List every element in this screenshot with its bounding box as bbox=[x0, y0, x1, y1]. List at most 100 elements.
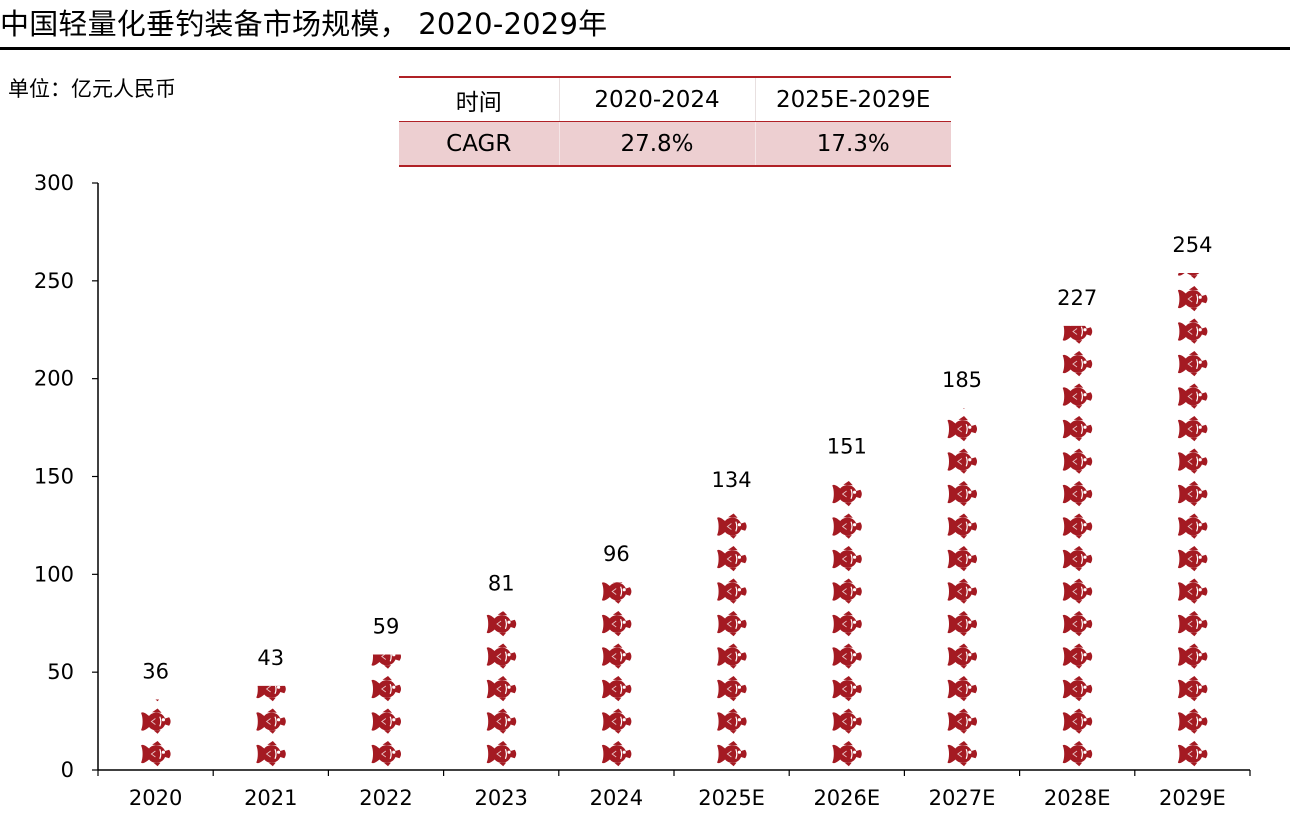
fish-icon bbox=[1062, 675, 1093, 702]
fish-icon bbox=[946, 707, 978, 735]
fish-icon bbox=[1062, 480, 1093, 507]
bar-2020 bbox=[140, 699, 172, 767]
fish-icon bbox=[716, 512, 748, 540]
fish-icon bbox=[1177, 675, 1209, 702]
fish-icon bbox=[1177, 317, 1209, 345]
unit-label: 单位：亿元人民币 bbox=[8, 77, 176, 101]
y-tick-label: 0 bbox=[61, 758, 74, 782]
fish-icon bbox=[1062, 545, 1093, 572]
bar-2024 bbox=[601, 582, 633, 767]
data-label: 36 bbox=[142, 660, 169, 684]
cagr-header-period: 时间 bbox=[399, 76, 559, 122]
fish-icon bbox=[831, 577, 863, 605]
fish-icon bbox=[1177, 350, 1209, 377]
cagr-table-header-row: 时间 2020-2024 2025E-2029E bbox=[399, 76, 951, 122]
data-label: 81 bbox=[488, 572, 515, 596]
fish-icon bbox=[1177, 545, 1209, 572]
fish-icon bbox=[1177, 642, 1209, 670]
bar-2026E bbox=[831, 480, 863, 767]
fish-icon bbox=[1062, 415, 1093, 442]
fish-icon bbox=[601, 707, 633, 735]
fish-icon bbox=[946, 545, 978, 572]
fish-icon bbox=[1062, 707, 1093, 735]
y-tick-label: 250 bbox=[34, 269, 74, 293]
y-tick-label: 150 bbox=[34, 465, 74, 489]
chart-labels: 0 50 100 150 200 250 300 2020 2021 2022 2023 2024 20… bbox=[34, 171, 1226, 810]
x-tick-label: 2027E bbox=[929, 786, 996, 810]
fish-icon bbox=[486, 642, 517, 670]
fish-icon bbox=[1062, 350, 1093, 377]
data-label: 59 bbox=[373, 615, 400, 639]
fish-icon bbox=[831, 707, 863, 735]
fish-icon bbox=[1062, 447, 1093, 475]
fish-icon bbox=[1177, 512, 1209, 540]
fish-icon bbox=[716, 642, 748, 670]
bar-2028E bbox=[1062, 325, 1093, 767]
fish-icon bbox=[831, 642, 863, 670]
x-tick-label: 2023 bbox=[474, 786, 527, 810]
cagr-value-2020-2024: 27.8% bbox=[558, 121, 755, 167]
fish-icon bbox=[255, 685, 287, 702]
x-tick-label: 2024 bbox=[590, 786, 643, 810]
cagr-value-2025e-2029e: 17.3% bbox=[754, 121, 951, 167]
y-tick-label: 300 bbox=[34, 171, 74, 195]
fish-icon bbox=[1177, 480, 1209, 507]
fish-icon bbox=[1177, 577, 1209, 605]
chart-axes bbox=[92, 182, 1251, 776]
fish-icon bbox=[486, 611, 517, 637]
fish-icon bbox=[1062, 642, 1093, 670]
fish-icon bbox=[255, 740, 287, 767]
fish-icon bbox=[831, 740, 863, 767]
fish-icon bbox=[1177, 447, 1209, 475]
fish-icon bbox=[1177, 285, 1209, 312]
x-tick-label: 2026E bbox=[813, 786, 880, 810]
fish-icon bbox=[370, 707, 402, 735]
fish-icon bbox=[1062, 382, 1093, 410]
fish-icon bbox=[486, 740, 517, 767]
fish-icon bbox=[831, 512, 863, 540]
x-tick-label: 2028E bbox=[1044, 786, 1111, 810]
fish-icon bbox=[831, 675, 863, 702]
y-tick-label: 100 bbox=[34, 562, 74, 586]
cagr-table-value-row: CAGR 27.8% 17.3% bbox=[399, 121, 951, 167]
fish-icon bbox=[1177, 273, 1209, 280]
fish-icon bbox=[601, 582, 633, 605]
bar-2029E bbox=[1177, 273, 1209, 767]
fish-icon bbox=[831, 545, 863, 572]
x-tick-label: 2021 bbox=[244, 786, 297, 810]
x-tick-label: 2029E bbox=[1159, 786, 1226, 810]
fish-icon bbox=[946, 675, 978, 702]
fish-icons bbox=[140, 273, 1209, 767]
fish-icon bbox=[370, 654, 402, 670]
fish-icon bbox=[716, 545, 748, 572]
fish-icon bbox=[946, 740, 978, 767]
fish-icon bbox=[946, 447, 978, 475]
fish-icon bbox=[946, 642, 978, 670]
fish-icon bbox=[716, 610, 748, 637]
fish-icon bbox=[1177, 740, 1209, 767]
fish-icon bbox=[601, 642, 633, 670]
y-tick-label: 200 bbox=[34, 367, 74, 391]
fish-icon bbox=[946, 577, 978, 605]
fish-icon bbox=[370, 740, 402, 767]
bar-2027E bbox=[946, 408, 978, 767]
title-divider bbox=[0, 47, 1290, 50]
fish-icon bbox=[1177, 382, 1209, 410]
chart-title: 中国轻量化垂钓装备市场规模， 2020-2029年 bbox=[0, 7, 608, 41]
fish-icon bbox=[486, 707, 517, 735]
fish-icon bbox=[1062, 512, 1093, 540]
fish-icon bbox=[140, 740, 172, 767]
fish-icon bbox=[716, 740, 748, 767]
fish-icon bbox=[1062, 577, 1093, 605]
fish-icon bbox=[1062, 610, 1093, 637]
fish-icon bbox=[255, 707, 287, 735]
data-label: 151 bbox=[827, 435, 867, 459]
bar-2023 bbox=[486, 611, 517, 767]
x-tick-label: 2022 bbox=[359, 786, 412, 810]
cagr-table: 时间 2020-2024 2025E-2029E CAGR 27.8% 17.3… bbox=[399, 76, 951, 167]
fish-icon bbox=[831, 480, 863, 507]
fish-icon bbox=[716, 675, 748, 702]
data-label: 227 bbox=[1057, 286, 1097, 310]
fish-icon bbox=[601, 610, 633, 637]
